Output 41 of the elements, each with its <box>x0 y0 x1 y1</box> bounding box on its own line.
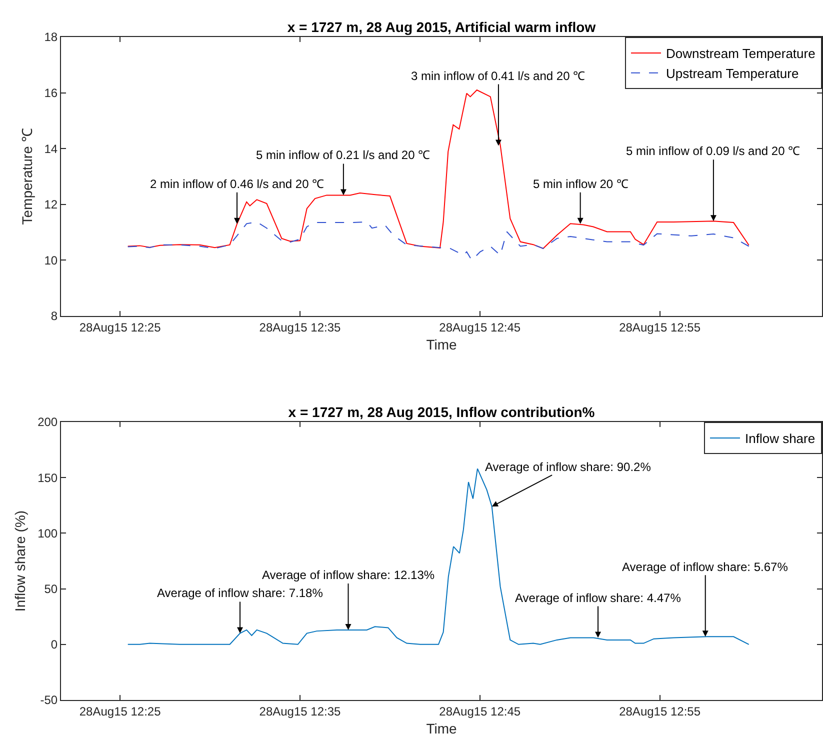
y-tick-label: 100 <box>38 526 58 540</box>
annotation: Average of inflow share: 7.18% <box>157 586 324 600</box>
y-tick-label: 50 <box>44 582 58 596</box>
chart-title: x = 1727 m, 28 Aug 2015, Artificial warm inflow <box>287 19 596 35</box>
y-axis-title: Inflow share (%) <box>12 510 28 612</box>
y-tick-label: 150 <box>38 470 58 485</box>
line-series <box>127 90 750 249</box>
annotation: Average of inflow share: 90.2% <box>485 460 652 474</box>
x-tick-label: 28Aug15 12:45 <box>439 704 521 718</box>
legend-label: Downstream Temperature <box>666 46 816 62</box>
y-tick-label: 0 <box>50 638 58 652</box>
legend-label: Upstream Temperature <box>666 66 799 81</box>
y-axis-title: Temperature ℃ <box>18 128 35 225</box>
x-axis-title: Time <box>426 336 458 353</box>
line-series <box>127 221 750 261</box>
x-tick-label: 28Aug15 12:25 <box>79 704 162 718</box>
legend-label: Inflow share <box>745 431 816 446</box>
annotation: 3 min inflow of 0.41 l/s and 20 ℃ <box>411 69 586 83</box>
annotation: 5 min inflow of 0.21 l/s and 20 ℃ <box>256 148 430 162</box>
annotation: 5 min inflow 20 ℃ <box>533 177 628 191</box>
x-tick-label: 28Aug15 12:35 <box>259 704 341 718</box>
y-tick-label: 10 <box>44 253 58 268</box>
annotation: 5 min inflow of 0.09 l/s and 20 ℃ <box>626 144 800 158</box>
annotation: Average of inflow share: 12.13% <box>262 568 435 582</box>
x-tick-label: 28Aug15 12:25 <box>79 320 162 334</box>
y-tick-label: 14 <box>44 142 58 156</box>
annotation: 2 min inflow of 0.46 l/s and 20 ℃ <box>150 177 324 191</box>
annotation: Average of inflow share: 4.47% <box>515 591 682 605</box>
x-tick-label: 28Aug15 12:55 <box>619 704 701 718</box>
x-tick-label: 28Aug15 12:55 <box>619 320 701 334</box>
x-tick-label: 28Aug15 12:35 <box>259 320 341 334</box>
y-tick-label: 18 <box>44 30 58 44</box>
y-tick-label: 12 <box>44 198 58 212</box>
annotation: Average of inflow share: 5.67% <box>622 560 788 574</box>
chart-title: x = 1727 m, 28 Aug 2015, Inflow contribution% <box>288 404 596 420</box>
x-tick-label: 28Aug15 12:45 <box>439 320 521 334</box>
y-tick-label: 16 <box>44 86 58 100</box>
y-tick-label: 200 <box>38 415 58 430</box>
y-tick-label: 8 <box>50 309 58 324</box>
x-axis-title: Time <box>426 720 458 737</box>
y-tick-label: -50 <box>40 693 58 708</box>
